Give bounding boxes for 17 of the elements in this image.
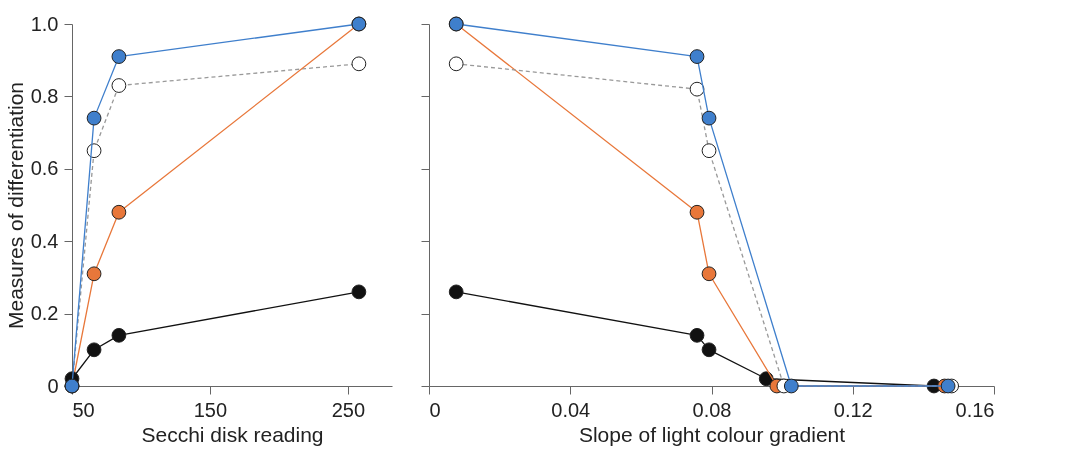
- x-tick-label: 50: [72, 398, 95, 421]
- x-tick-label: 0.12: [833, 398, 873, 421]
- x-tick-label: 0.08: [692, 398, 732, 421]
- x-tick-label: 0.04: [551, 398, 591, 421]
- x-tick-label: 0.16: [955, 398, 995, 421]
- x-axis-title: Slope of light colour gradient: [578, 422, 846, 446]
- x-tick-label: 150: [193, 398, 228, 421]
- x-axis-title: Secchi disk reading: [141, 422, 324, 446]
- y-tick-label: 0.8: [30, 84, 59, 107]
- y-tick-label: 0.2: [30, 302, 59, 325]
- y-tick-label: 1.0: [30, 12, 59, 35]
- x-tick-label: 250: [331, 398, 366, 421]
- x-tick-label: 0: [429, 398, 441, 421]
- y-tick-label: 0.6: [30, 157, 59, 180]
- y-tick-label: 0.4: [30, 229, 59, 252]
- y-axis-title: Measures of differentiation: [3, 81, 27, 330]
- y-tick-label: 0: [47, 374, 59, 397]
